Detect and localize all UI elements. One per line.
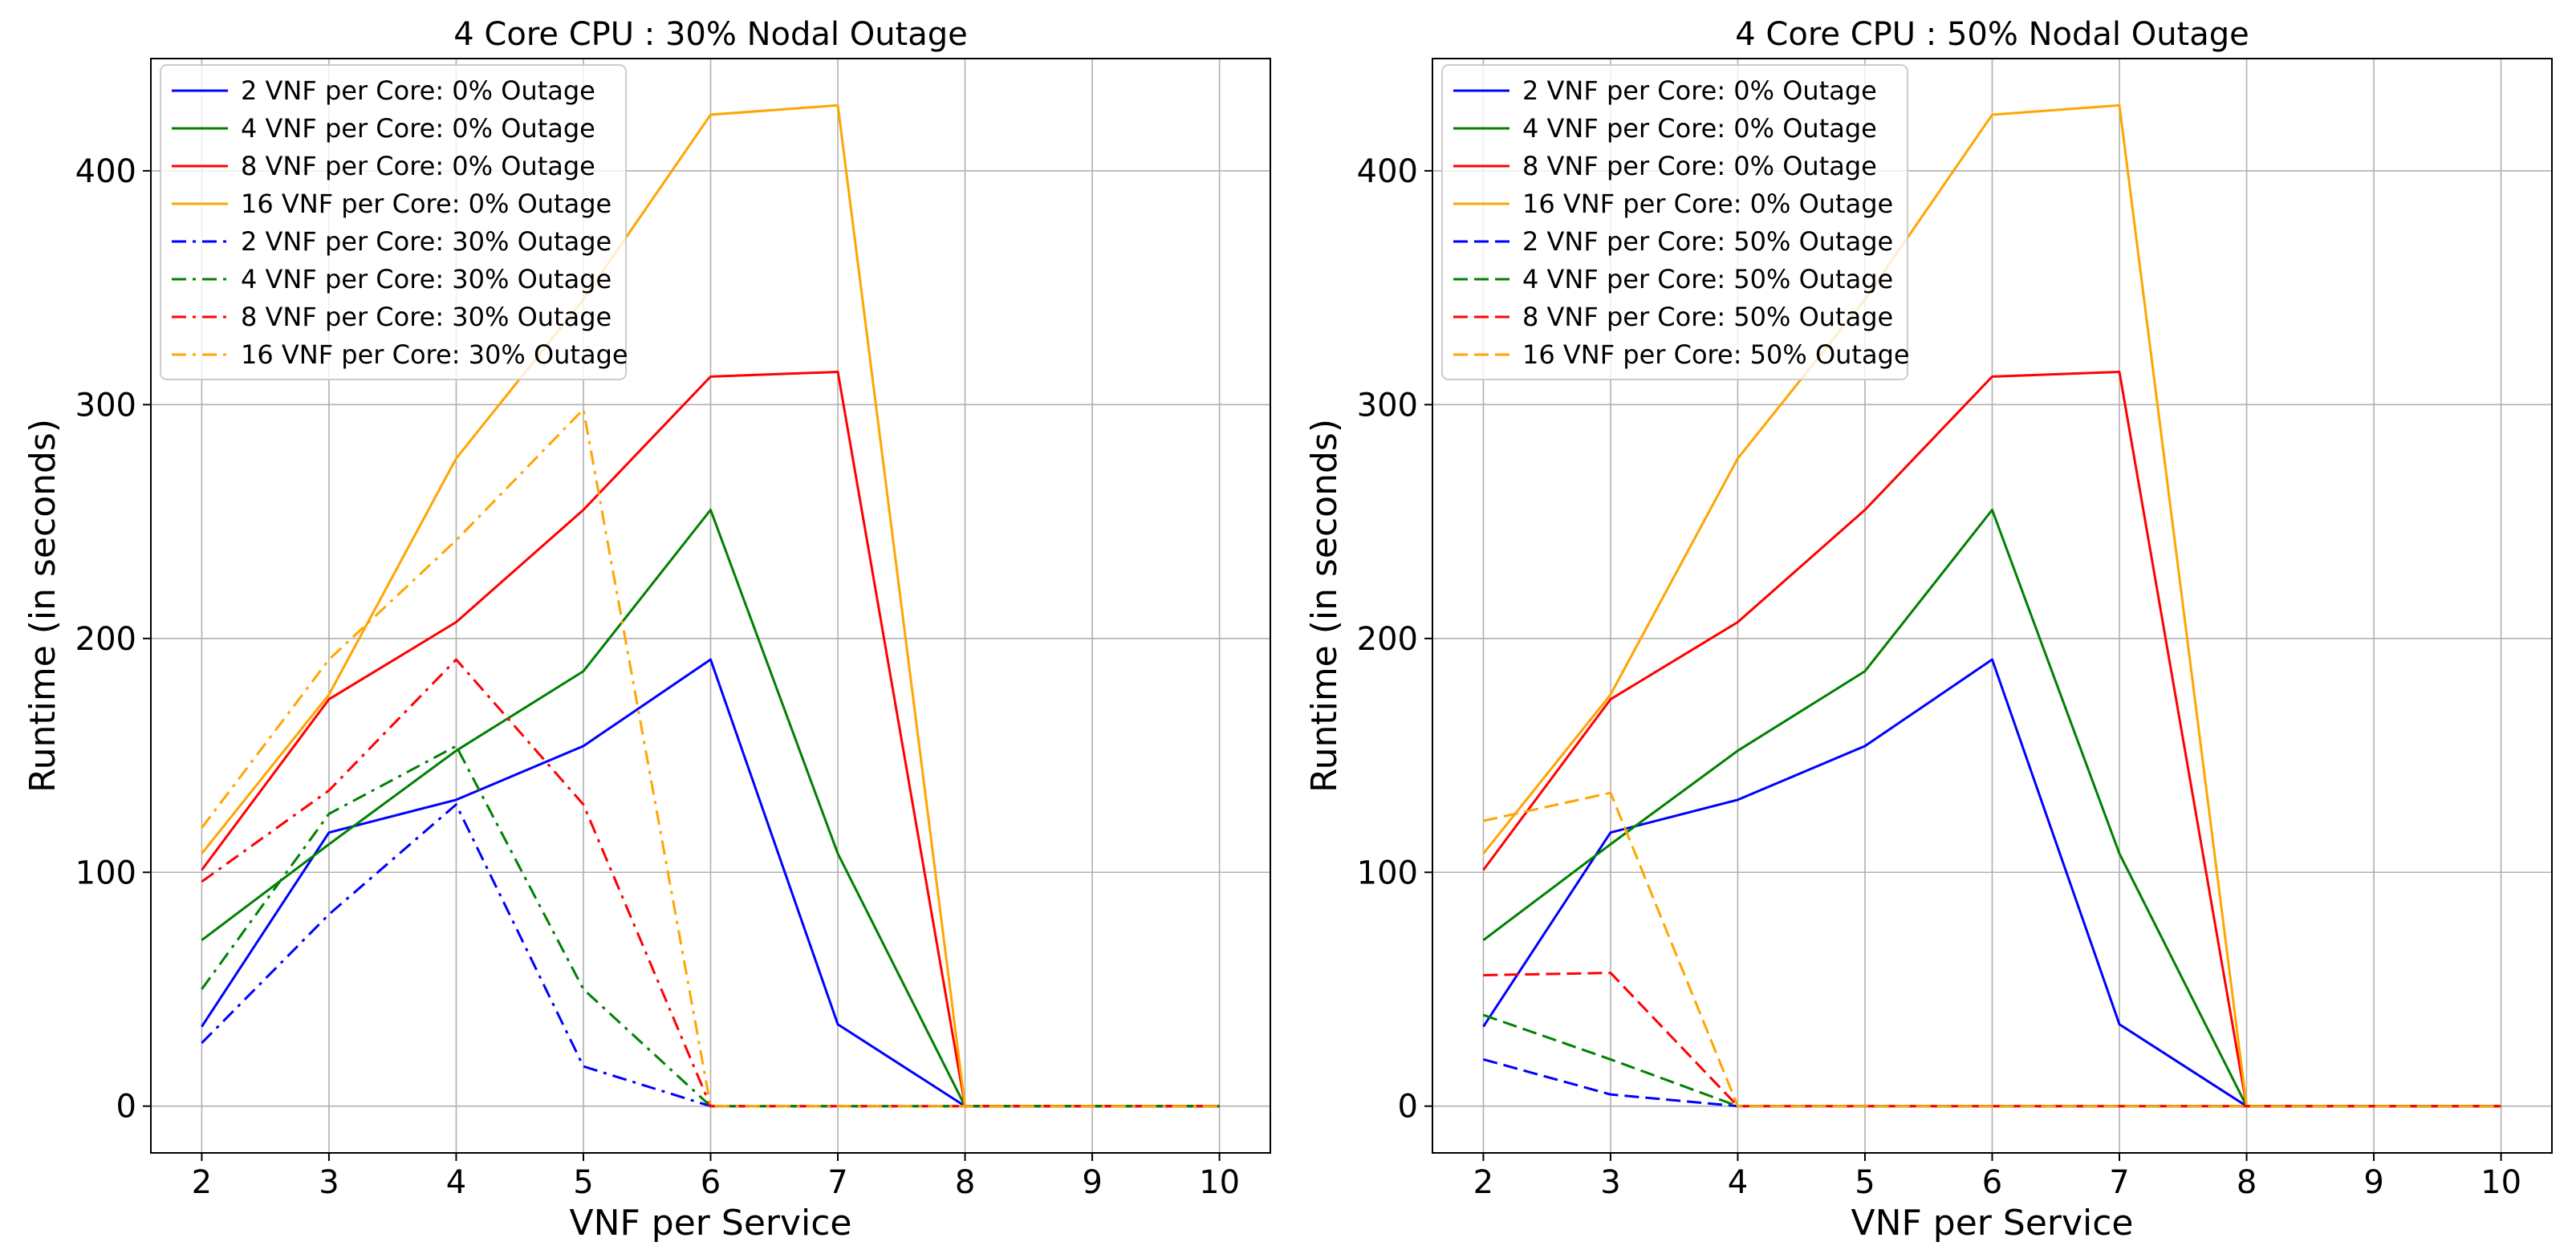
x-tick-label: 10 (2481, 1164, 2521, 1201)
series-line-8 (1483, 791, 2501, 1108)
legend-label: 8 VNF per Core: 0% Outage (241, 151, 595, 181)
legend-label: 8 VNF per Core: 50% Outage (1522, 302, 1893, 332)
y-axis-label: Runtime (in seconds) (1304, 419, 1345, 793)
y-tick-label: 0 (116, 1089, 136, 1126)
legend-label: 2 VNF per Core: 30% Outage (241, 226, 611, 257)
y-tick-label: 100 (75, 854, 136, 891)
y-tick-label: 400 (75, 153, 136, 190)
legend-label: 16 VNF per Core: 0% Outage (241, 189, 611, 219)
x-tick-label: 6 (701, 1164, 721, 1201)
legend-label: 4 VNF per Core: 0% Outage (1522, 113, 1877, 144)
y-tick-label: 200 (75, 621, 136, 658)
x-tick-label: 3 (1600, 1164, 1620, 1201)
legend-label: 16 VNF per Core: 0% Outage (1522, 189, 1893, 219)
y-tick-label: 300 (1357, 387, 1418, 424)
x-tick-label: 4 (1728, 1164, 1748, 1201)
x-tick-label: 2 (192, 1164, 212, 1201)
chart-title: 4 Core CPU : 30% Nodal Outage (453, 16, 967, 53)
x-tick-label: 5 (1855, 1164, 1875, 1201)
x-tick-label: 8 (2237, 1164, 2257, 1201)
x-tick-label: 9 (1082, 1164, 1102, 1201)
legend-label: 4 VNF per Core: 50% Outage (1522, 264, 1893, 294)
legend-label: 4 VNF per Core: 0% Outage (241, 113, 595, 144)
legend-box (160, 64, 627, 380)
legend-label: 2 VNF per Core: 0% Outage (1522, 75, 1877, 106)
x-tick-label: 4 (446, 1164, 466, 1201)
y-tick-label: 100 (1357, 854, 1418, 891)
x-tick-label: 7 (2109, 1164, 2129, 1201)
legend-label: 8 VNF per Core: 30% Outage (241, 302, 611, 332)
chart-title: 4 Core CPU : 50% Nodal Outage (1735, 16, 2249, 53)
x-tick-label: 10 (1199, 1164, 1240, 1201)
x-tick-label: 5 (573, 1164, 593, 1201)
legend-label: 2 VNF per Core: 0% Outage (241, 75, 595, 106)
x-tick-label: 9 (2363, 1164, 2383, 1201)
legend-label: 2 VNF per Core: 50% Outage (1522, 226, 1893, 257)
legend: 2 VNF per Core: 0% Outage 4 VNF per Core:… (160, 64, 628, 380)
x-tick-label: 3 (319, 1164, 339, 1201)
x-axis-label: VNF per Service (570, 1203, 852, 1244)
legend: 2 VNF per Core: 0% Outage 4 VNF per Core:… (1441, 64, 1910, 380)
series-line-7 (201, 658, 1220, 1108)
x-tick-label: 8 (955, 1164, 975, 1201)
y-tick-label: 200 (1357, 621, 1418, 658)
y-tick-label: 400 (1357, 153, 1418, 190)
legend-box (1441, 64, 1908, 380)
x-tick-label: 7 (827, 1164, 847, 1201)
x-tick-label: 6 (1982, 1164, 2002, 1201)
y-axis-label: Runtime (in seconds) (22, 419, 63, 793)
y-tick-label: 300 (75, 387, 136, 424)
x-tick-label: 2 (1473, 1164, 1493, 1201)
legend-label: 4 VNF per Core: 30% Outage (241, 264, 611, 294)
legend-label: 16 VNF per Core: 30% Outage (241, 339, 628, 370)
y-tick-label: 0 (1398, 1089, 1418, 1126)
legend-label: 8 VNF per Core: 0% Outage (1522, 151, 1877, 181)
x-axis-label: VNF per Service (1851, 1203, 2134, 1244)
legend-label: 16 VNF per Core: 50% Outage (1522, 339, 1910, 370)
